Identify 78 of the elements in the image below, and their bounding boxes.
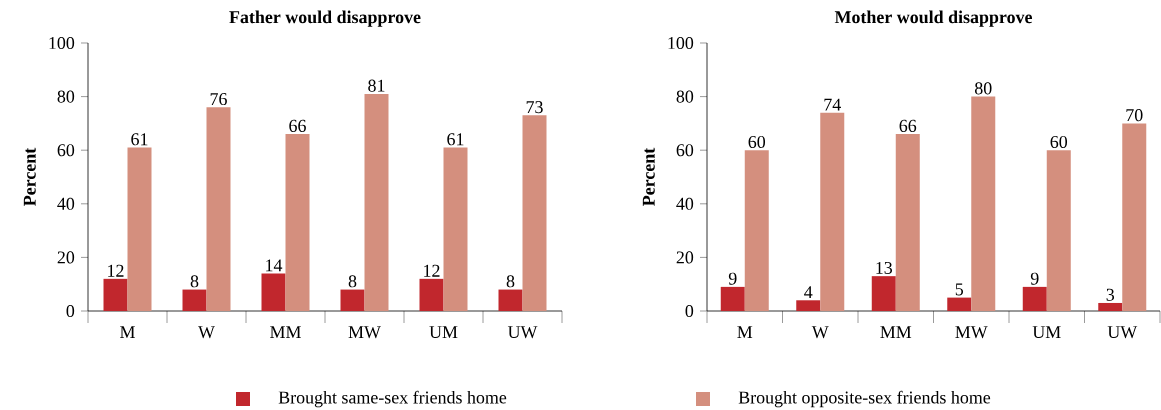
y-tick-label: 100	[668, 36, 694, 50]
y-tick-label: 40	[57, 197, 75, 210]
y-axis-title: Percent	[23, 147, 36, 206]
data-label: 3	[1106, 288, 1115, 301]
x-tick-label: W	[811, 326, 829, 339]
bar	[419, 278, 444, 311]
y-tick-label: 40	[676, 197, 694, 210]
y-tick-label: 60	[676, 144, 694, 157]
data-label: 66	[289, 119, 306, 132]
data-label: 8	[506, 275, 515, 288]
x-tick-label: MW	[348, 326, 381, 339]
bar	[340, 289, 365, 311]
y-tick-label: 60	[57, 144, 75, 157]
bar	[1022, 286, 1047, 311]
data-label: 74	[824, 98, 841, 111]
x-tick-label: M	[737, 326, 753, 338]
y-tick-label: 0	[685, 304, 694, 318]
x-tick-label: MW	[955, 326, 988, 339]
y-tick-label: 0	[66, 304, 75, 318]
data-label: 12	[424, 264, 440, 277]
y-tick-label: 100	[49, 36, 75, 50]
x-tick-label: UM	[429, 326, 458, 339]
data-label: 4	[804, 286, 813, 299]
data-label: 60	[748, 135, 766, 148]
bar	[103, 278, 128, 311]
y-axis-title: Percent	[642, 147, 655, 206]
data-label: 73	[526, 101, 543, 114]
data-label: 66	[899, 119, 917, 132]
data-label: 9	[1030, 272, 1039, 285]
data-label: 76	[210, 93, 227, 106]
data-label: 61	[447, 133, 464, 146]
y-tick-label: 20	[57, 251, 75, 264]
y-tick-label: 80	[57, 90, 75, 103]
bar	[720, 286, 745, 311]
bar	[871, 276, 896, 311]
x-tick-label: UW	[507, 326, 538, 339]
data-label: 80	[974, 82, 992, 95]
bar	[182, 289, 207, 311]
legend-label: Brought opposite-sex friends home	[738, 390, 991, 408]
bar	[820, 112, 845, 311]
data-label: 70	[1126, 109, 1143, 122]
bar	[206, 107, 231, 311]
x-tick-label: MM	[270, 326, 301, 338]
data-label: 9	[728, 272, 737, 285]
bar	[1098, 302, 1123, 311]
bar	[285, 134, 310, 311]
bar	[1046, 150, 1071, 311]
bar	[364, 93, 389, 311]
data-label: 8	[190, 275, 199, 288]
bar	[744, 150, 769, 311]
x-tick-label: UW	[1107, 326, 1138, 339]
data-label: 12	[108, 264, 124, 277]
data-label: 81	[368, 79, 385, 92]
x-tick-label: M	[120, 326, 135, 338]
chart-title: Father would disapprove	[229, 10, 421, 27]
data-label: 61	[131, 133, 148, 146]
data-label: 60	[1050, 135, 1068, 148]
x-tick-label: MM	[880, 326, 912, 338]
legend-label: Brought same-sex friends home	[278, 390, 507, 408]
bar	[443, 147, 468, 311]
bar	[127, 147, 152, 311]
y-tick-label: 80	[676, 90, 694, 103]
x-tick-label: UM	[1032, 326, 1061, 339]
data-label: 13	[876, 261, 893, 274]
bar	[522, 115, 547, 311]
bar	[947, 297, 972, 311]
bar	[1122, 123, 1147, 311]
data-label: 8	[348, 275, 357, 288]
bar	[895, 134, 920, 311]
bar	[261, 273, 286, 311]
data-label: 14	[266, 259, 283, 272]
bar	[498, 289, 523, 311]
bar	[971, 96, 996, 311]
bar	[796, 300, 821, 311]
chart-title: Mother would disapprove	[834, 10, 1033, 27]
y-tick-label: 20	[676, 251, 694, 264]
x-tick-label: W	[198, 326, 215, 339]
data-label: 5	[955, 283, 964, 296]
